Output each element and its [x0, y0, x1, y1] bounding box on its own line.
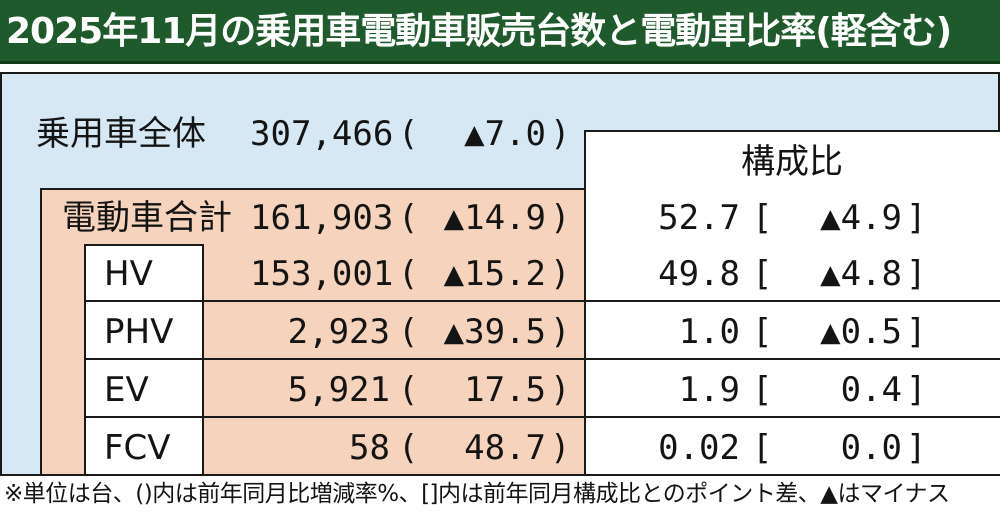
row-ratio-change: ▲4.8: [820, 254, 902, 294]
row-change: ▲39.5: [443, 312, 546, 352]
row-ratio-change: 0.4: [840, 370, 902, 410]
row-units: 161,903: [250, 198, 394, 238]
paren-close: ): [550, 428, 571, 468]
bracket-open: [: [752, 370, 773, 410]
bracket-close: ]: [906, 312, 927, 352]
row-label: 電動車合計: [62, 198, 232, 238]
bracket-close: ]: [906, 370, 927, 410]
row-ratio: 1.0: [678, 312, 740, 352]
table-bottom-border: [0, 474, 1000, 476]
total-paren-close: ): [550, 114, 571, 154]
row-units: 153,001: [250, 254, 394, 294]
row-ratio: 52.7: [658, 198, 740, 238]
total-paren-open: (: [398, 114, 419, 154]
page-title: 2025年11月の乗用車電動車販売台数と電動車比率(軽含む): [0, 0, 1000, 64]
row-label: PHV: [104, 312, 174, 352]
total-label: 乗用車全体: [36, 114, 206, 154]
total-change: ▲7.0: [464, 114, 546, 154]
row-ratio-change: ▲0.5: [820, 312, 902, 352]
ratio-column-block: [584, 130, 1000, 476]
row-units: 58: [349, 428, 390, 468]
footnote: ※単位は台、()内は前年同月比増減率%、[]内は前年同月構成比とのポイント差、▲…: [4, 481, 950, 507]
bracket-open: [: [752, 428, 773, 468]
paren-open: (: [398, 370, 419, 410]
subtype-label-column: [84, 244, 204, 476]
bracket-close: ]: [906, 198, 927, 238]
total-units: 307,466: [250, 114, 394, 154]
bracket-open: [: [752, 198, 773, 238]
row-change: 48.7: [464, 428, 546, 468]
row-divider: [84, 416, 1000, 418]
row-ratio-change: 0.0: [840, 428, 902, 468]
row-label: HV: [104, 254, 153, 294]
row-ratio-change: ▲4.9: [820, 198, 902, 238]
ratio-header: 構成比: [741, 142, 843, 182]
row-label: FCV: [104, 428, 171, 468]
paren-open: (: [398, 198, 419, 238]
row-ratio: 1.9: [678, 370, 740, 410]
row-units: 5,921: [287, 370, 390, 410]
paren-close: ): [550, 370, 571, 410]
bracket-close: ]: [906, 254, 927, 294]
bracket-open: [: [752, 312, 773, 352]
row-units: 2,923: [287, 312, 390, 352]
row-label: EV: [104, 370, 149, 410]
paren-open: (: [398, 254, 419, 294]
row-change: 17.5: [464, 370, 546, 410]
paren-close: ): [550, 254, 571, 294]
row-change: ▲15.2: [443, 254, 546, 294]
bracket-open: [: [752, 254, 773, 294]
bracket-close: ]: [906, 428, 927, 468]
paren-close: ): [550, 312, 571, 352]
paren-open: (: [398, 312, 419, 352]
paren-close: ): [550, 198, 571, 238]
row-divider: [84, 358, 1000, 360]
row-ratio: 49.8: [658, 254, 740, 294]
row-change: ▲14.9: [443, 198, 546, 238]
paren-open: (: [398, 428, 419, 468]
row-divider: [84, 300, 1000, 302]
row-ratio: 0.02: [658, 428, 740, 468]
